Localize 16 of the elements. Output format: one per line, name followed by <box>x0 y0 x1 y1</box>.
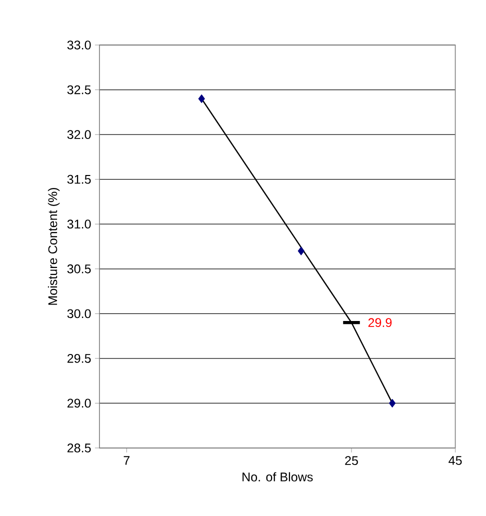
y-tick-label: 31.5 <box>67 174 91 184</box>
y-tick-label: 32.0 <box>67 130 91 139</box>
y-tick-label: 29.5 <box>68 354 91 363</box>
y-axis-title: Moisture Content (%) <box>48 188 60 305</box>
y-tick-label: 33.0 <box>67 40 91 50</box>
x-tick-label: 25 <box>345 456 358 466</box>
x-tick-label: 7 <box>124 456 130 465</box>
y-tick-label: 30.0 <box>67 309 91 318</box>
y-tick-label: 28.5 <box>68 444 91 452</box>
y-tick-label: 31.0 <box>67 220 91 229</box>
x-axis-title: No. of Blows <box>242 472 313 482</box>
y-tick-label: 32.5 <box>67 85 91 94</box>
annotation: 29.9 <box>368 318 392 328</box>
y-tick-label: 29.0 <box>68 398 91 408</box>
x-tick-label: 45 <box>448 456 462 465</box>
y-tick-label: 30.5 <box>67 264 91 274</box>
